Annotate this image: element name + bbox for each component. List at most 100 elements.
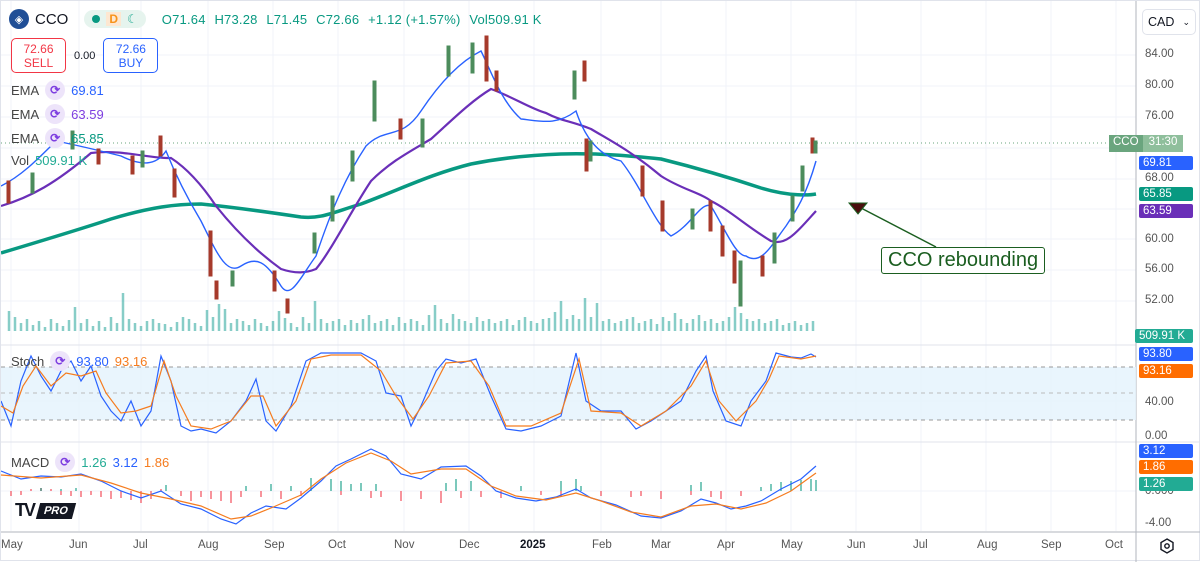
currency-selector[interactable]: CAD ⌄ — [1142, 9, 1196, 35]
spread-value: 0.00 — [74, 49, 96, 62]
macd-signal-value: 1.86 — [143, 454, 170, 470]
stoch-k-line — [1, 352, 817, 434]
time-tick: Aug — [198, 539, 219, 551]
macd-hist-value: 1.26 — [81, 454, 107, 470]
refresh-icon[interactable]: ⟳ — [45, 80, 66, 100]
price-tick: 80.00 — [1145, 79, 1174, 91]
change-value: +1.12 (+1.57%) — [368, 11, 461, 27]
symbol-name[interactable]: CCO — [35, 10, 69, 28]
hist-price-tag: 1.26 — [1139, 477, 1193, 491]
interval-label: D — [106, 12, 122, 26]
refresh-icon[interactable]: ⟳ — [45, 128, 66, 148]
refresh-icon[interactable]: ⟳ — [45, 104, 66, 124]
bar-countdown: 31:30 — [1142, 135, 1184, 152]
stoch-legend[interactable]: Stoch ⟳ 93.80 93.16 — [11, 351, 147, 371]
settings-gear-icon[interactable] — [1159, 538, 1175, 554]
chevron-down-icon: ⌄ — [1182, 16, 1190, 27]
market-open-dot-icon — [92, 15, 101, 23]
macd-price-tag: 3.12 — [1139, 444, 1193, 458]
price-tick: 76.00 — [1145, 110, 1174, 122]
volume-label: Vol — [11, 153, 30, 168]
sell-label: SELL — [23, 55, 54, 70]
candles — [6, 35, 818, 314]
tv-logo-icon: TV — [15, 500, 36, 520]
refresh-icon[interactable]: ⟳ — [50, 351, 71, 371]
sell-button[interactable]: 72.66 SELL — [11, 38, 66, 73]
symbol-logo-icon: ◈ — [9, 9, 29, 29]
symbol-price-tag: CCO 31:30 — [1109, 135, 1184, 152]
low-value: L71.45 — [266, 11, 308, 27]
time-tick: Oct — [328, 539, 346, 551]
price-tick: 68.00 — [1145, 172, 1174, 184]
time-tick-year: 2025 — [520, 539, 546, 551]
price-tick: 84.00 — [1145, 48, 1174, 60]
ema-label: EMA — [11, 82, 40, 98]
volume-bars — [7, 293, 815, 331]
annotation-arrowhead-icon[interactable] — [847, 202, 869, 215]
ema-mid-value: 63.59 — [71, 106, 104, 122]
tradingview-logo[interactable]: TV PRO — [15, 500, 77, 521]
stoch-tick: 0.00 — [1145, 430, 1168, 442]
macd-legend[interactable]: MACD ⟳ 1.26 3.12 1.86 — [11, 452, 169, 472]
ohlc-values: O71.64 H73.28 L71.45 C72.66 +1.12 (+1.57… — [162, 12, 547, 27]
ema-slow-legend[interactable]: EMA ⟳ 65.85 — [11, 128, 104, 148]
ema-fast-line — [1, 50, 817, 292]
symbol-tag-label: CCO — [1109, 135, 1143, 152]
moon-icon: ☾ — [127, 12, 138, 26]
stoch-tick: 40.00 — [1145, 396, 1174, 408]
time-tick: Jul — [133, 539, 148, 551]
stoch-d-value: 93.16 — [114, 353, 148, 369]
time-tick: Jun — [69, 539, 88, 551]
ema-mid-price-tag: 63.59 — [1139, 204, 1193, 218]
ema-label: EMA — [11, 106, 40, 122]
time-tick: Nov — [394, 539, 415, 551]
ema-slow-line — [1, 152, 817, 255]
stoch-k-price-tag: 93.80 — [1139, 347, 1193, 361]
volume-value: Vol509.91 K — [469, 11, 542, 27]
macd-value: 3.12 — [112, 454, 138, 470]
volume-legend[interactable]: Vol 509.91 K — [11, 153, 87, 168]
time-tick: Jun — [847, 539, 866, 551]
stoch-d-price-tag: 93.16 — [1139, 364, 1193, 378]
ema-mid-legend[interactable]: EMA ⟳ 63.59 — [11, 104, 104, 124]
time-tick: Sep — [1041, 539, 1062, 551]
buy-button[interactable]: 72.66 BUY — [103, 38, 159, 73]
time-tick: Dec — [459, 539, 480, 551]
ema-slow-price-tag: 65.85 — [1139, 187, 1193, 201]
signal-price-tag: 1.86 — [1139, 460, 1193, 474]
ema-fast-legend[interactable]: EMA ⟳ 69.81 — [11, 80, 104, 100]
ema-slow-value: 65.85 — [71, 130, 104, 146]
buy-label: BUY — [118, 55, 144, 70]
annotation-arrow-line[interactable] — [860, 207, 937, 248]
time-tick: Mar — [651, 539, 671, 551]
buy-price: 72.66 — [115, 41, 146, 56]
refresh-icon[interactable]: ⟳ — [55, 452, 76, 472]
stoch-k-value: 93.80 — [76, 353, 109, 369]
macd-tick: -4.00 — [1145, 517, 1172, 529]
currency-label: CAD — [1148, 15, 1175, 29]
sell-price: 72.66 — [23, 41, 54, 56]
symbol-legend: ◈ CCO D ☾ O71.64 H73.28 L71.45 C72.66 +1… — [9, 9, 547, 29]
time-tick: Aug — [977, 539, 998, 551]
high-value: H73.28 — [214, 11, 258, 27]
stoch-d-line — [1, 354, 817, 430]
time-tick: Feb — [592, 539, 612, 551]
grid — [1, 1, 1136, 531]
market-status-pill[interactable]: D ☾ — [84, 10, 146, 28]
ema-mid-line — [1, 87, 817, 274]
macd-line — [1, 448, 817, 525]
price-tick: 56.00 — [1145, 263, 1174, 275]
time-tick: Oct — [1105, 539, 1123, 551]
close-value: C72.66 — [316, 11, 360, 27]
time-tick: Sep — [264, 539, 285, 551]
time-tick: May — [1, 539, 23, 551]
macd-label: MACD — [11, 454, 50, 470]
pro-badge: PRO — [35, 502, 77, 519]
ema-fast-price-tag: 69.81 — [1139, 156, 1193, 170]
time-tick: May — [781, 539, 803, 551]
volume-price-tag: 509.91 K — [1135, 329, 1193, 343]
annotation-callout[interactable]: CCO rebounding — [881, 247, 1046, 274]
price-tick: 52.00 — [1145, 294, 1174, 306]
